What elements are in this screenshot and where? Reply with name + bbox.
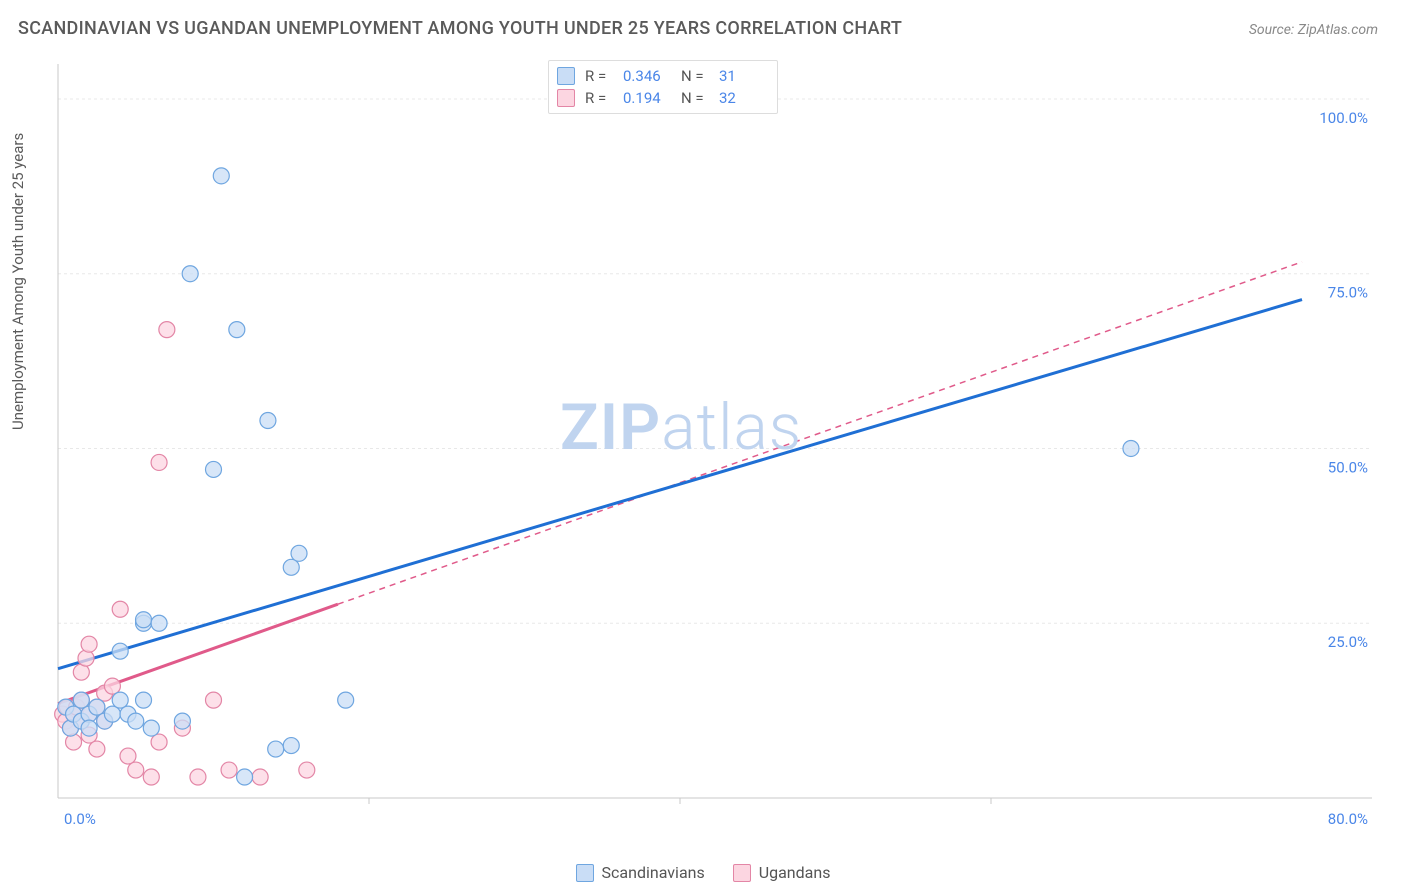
data-point — [237, 769, 253, 785]
r-value: 0.194 — [623, 89, 671, 107]
x-tick-label: 80.0% — [1328, 810, 1368, 828]
data-point — [206, 692, 222, 708]
data-point — [299, 762, 315, 778]
data-point — [81, 720, 97, 736]
y-tick-label: 25.0% — [1328, 633, 1368, 651]
data-point — [206, 461, 222, 477]
data-point — [260, 413, 276, 429]
data-point — [1123, 440, 1139, 456]
data-point — [136, 612, 152, 628]
data-point — [120, 748, 136, 764]
x-tick-label: 0.0% — [64, 810, 96, 828]
data-point — [252, 769, 268, 785]
chart-area: 25.0% 50.0% 75.0% 100.0% 0.0% 80.0% — [52, 58, 1372, 828]
y-tick-label: 50.0% — [1328, 458, 1368, 476]
data-point — [283, 559, 299, 575]
n-value: 31 — [719, 67, 767, 85]
r-label: R = — [585, 89, 613, 107]
legend-swatch — [733, 864, 751, 882]
r-label: R = — [585, 67, 613, 85]
data-point — [143, 720, 159, 736]
data-point — [268, 741, 284, 757]
source-attribution: Source: ZipAtlas.com — [1249, 22, 1378, 38]
data-point — [112, 643, 128, 659]
data-point — [73, 692, 89, 708]
data-point — [112, 692, 128, 708]
data-point — [104, 706, 120, 722]
data-point — [291, 545, 307, 561]
y-tick-label: 75.0% — [1328, 284, 1368, 302]
legend-item: Scandinavians — [576, 863, 705, 882]
data-point — [128, 713, 144, 729]
data-point — [159, 322, 175, 338]
scatter-plot: 25.0% 50.0% 75.0% 100.0% 0.0% 80.0% — [52, 58, 1372, 828]
data-point — [128, 762, 144, 778]
chart-title: SCANDINAVIAN VS UGANDAN UNEMPLOYMENT AMO… — [18, 18, 902, 39]
data-point — [89, 699, 105, 715]
legend-swatch — [576, 864, 594, 882]
n-label: N = — [681, 89, 709, 107]
stats-row: R = 0.346 N = 31 — [557, 65, 767, 87]
data-point — [174, 713, 190, 729]
n-label: N = — [681, 67, 709, 85]
y-axis-label: Unemployment Among Youth under 25 years — [9, 133, 27, 430]
data-point — [151, 615, 167, 631]
stats-box: R = 0.346 N = 31 R = 0.194 N = 32 — [548, 60, 778, 114]
stats-row: R = 0.194 N = 32 — [557, 87, 767, 109]
data-point — [104, 678, 120, 694]
legend: Scandinavians Ugandans — [0, 863, 1406, 882]
data-point — [89, 741, 105, 757]
y-tick-label: 100.0% — [1319, 109, 1368, 127]
data-point — [78, 650, 94, 666]
data-point — [143, 769, 159, 785]
legend-label: Scandinavians — [602, 863, 705, 882]
data-point — [151, 454, 167, 470]
data-point — [221, 762, 237, 778]
data-point — [66, 734, 82, 750]
stats-swatch — [557, 67, 575, 85]
data-point — [112, 601, 128, 617]
data-point — [338, 692, 354, 708]
r-value: 0.346 — [623, 67, 671, 85]
data-point — [190, 769, 206, 785]
legend-item: Ugandans — [733, 863, 831, 882]
legend-label: Ugandans — [759, 863, 831, 882]
data-point — [182, 266, 198, 282]
stats-swatch — [557, 89, 575, 107]
n-value: 32 — [719, 89, 767, 107]
data-point — [283, 738, 299, 754]
data-point — [151, 734, 167, 750]
data-point — [136, 692, 152, 708]
data-point — [213, 168, 229, 184]
data-point — [229, 322, 245, 338]
data-point — [81, 636, 97, 652]
